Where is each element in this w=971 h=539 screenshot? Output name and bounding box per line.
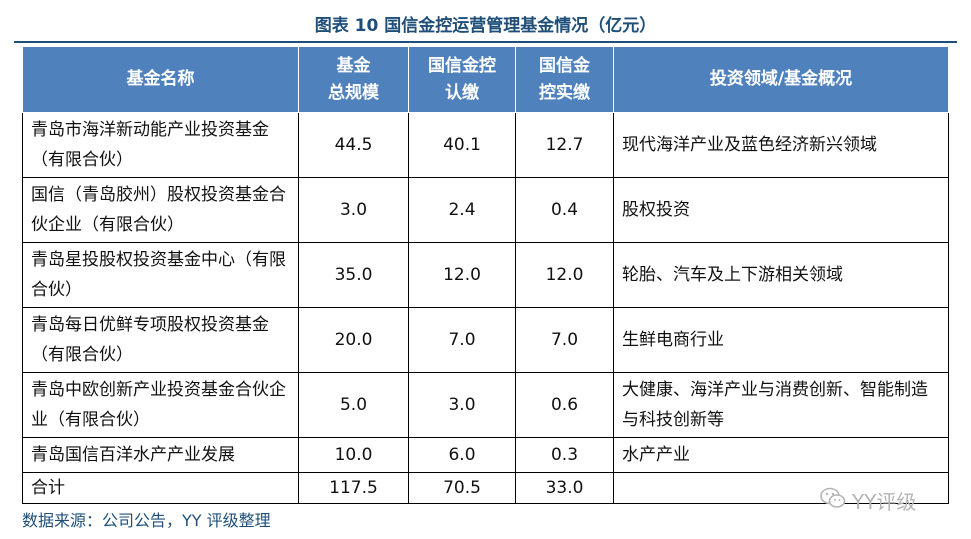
fund-name-cell: 青岛市海洋新动能产业投资基金（有限合伙）	[22, 112, 299, 178]
header-subscribed: 国信金控 认缴	[408, 46, 516, 113]
paid-in-cell: 0.3	[515, 437, 614, 473]
table-total-row: 合计 117.5 70.5 33.0	[22, 472, 949, 504]
total-size-cell: 10.0	[298, 437, 409, 473]
total-size-cell: 3.0	[298, 177, 409, 243]
header-investment-field: 投资领域/基金概况	[613, 46, 949, 113]
total-size-cell: 117.5	[298, 472, 409, 504]
investment-field-cell: 轮胎、汽车及上下游相关领域	[613, 242, 949, 308]
watermark: YY评级	[820, 486, 916, 515]
table-row: 青岛每日优鲜专项股权投资基金（有限合伙） 20.0 7.0 7.0 生鲜电商行业	[22, 307, 949, 373]
wechat-icon	[820, 487, 846, 514]
total-label-cell: 合计	[22, 472, 299, 504]
table-row: 青岛星投股权投资基金中心（有限合伙） 35.0 12.0 12.0 轮胎、汽车及…	[22, 242, 949, 308]
header-fund-name: 基金名称	[22, 46, 299, 113]
table-row: 青岛国信百洋水产产业发展 10.0 6.0 0.3 水产产业	[22, 437, 949, 473]
total-size-cell: 20.0	[298, 307, 409, 373]
header-paid-in: 国信金 控实缴	[515, 46, 614, 113]
watermark-text: YY评级	[852, 490, 917, 514]
paid-in-cell: 0.4	[515, 177, 614, 243]
subscribed-cell: 40.1	[408, 112, 516, 178]
investment-field-cell: 生鲜电商行业	[613, 307, 949, 373]
paid-in-cell: 12.0	[515, 242, 614, 308]
investment-field-cell: 股权投资	[613, 177, 949, 243]
header-total-size: 基金 总规模	[298, 46, 409, 113]
total-size-cell: 35.0	[298, 242, 409, 308]
paid-in-cell: 12.7	[515, 112, 614, 178]
table-row: 青岛市海洋新动能产业投资基金（有限合伙） 44.5 40.1 12.7 现代海洋…	[22, 112, 949, 178]
table-row: 国信（青岛胶州）股权投资基金合伙企业（有限合伙） 3.0 2.4 0.4 股权投…	[22, 177, 949, 243]
investment-field-cell: 水产产业	[613, 437, 949, 473]
fund-name-cell: 国信（青岛胶州）股权投资基金合伙企业（有限合伙）	[22, 177, 299, 243]
investment-field-cell: 现代海洋产业及蓝色经济新兴领域	[613, 112, 949, 178]
table-header-row: 基金名称 基金 总规模 国信金控 认缴 国信金 控实缴 投资领域/基金概况	[22, 46, 949, 113]
fund-name-cell: 青岛星投股权投资基金中心（有限合伙）	[22, 242, 299, 308]
investment-field-cell	[613, 472, 949, 504]
subscribed-cell: 12.0	[408, 242, 516, 308]
total-size-cell: 44.5	[298, 112, 409, 178]
figure-title: 图表 10 国信金控运营管理基金情况（亿元）	[314, 16, 657, 36]
data-source-note: 数据来源：公司公告，YY 评级整理	[22, 511, 271, 530]
total-size-cell: 5.0	[298, 372, 409, 438]
paid-in-cell: 0.6	[515, 372, 614, 438]
paid-in-cell: 33.0	[515, 472, 614, 504]
fund-name-cell: 青岛每日优鲜专项股权投资基金（有限合伙）	[22, 307, 299, 373]
subscribed-cell: 2.4	[408, 177, 516, 243]
subscribed-cell: 3.0	[408, 372, 516, 438]
table-row: 青岛中欧创新产业投资基金合伙企业（有限合伙） 5.0 3.0 0.6 大健康、海…	[22, 372, 949, 438]
subscribed-cell: 7.0	[408, 307, 516, 373]
subscribed-cell: 6.0	[408, 437, 516, 473]
subscribed-cell: 70.5	[408, 472, 516, 504]
fund-table: 基金名称 基金 总规模 国信金控 认缴 国信金 控实缴 投资领域/基金概况 青岛市海洋…	[22, 46, 949, 504]
title-rule	[14, 41, 957, 43]
fund-name-cell: 青岛国信百洋水产产业发展	[22, 437, 299, 473]
fund-name-cell: 青岛中欧创新产业投资基金合伙企业（有限合伙）	[22, 372, 299, 438]
investment-field-cell: 大健康、海洋产业与消费创新、智能制造与科技创新等	[613, 372, 949, 438]
paid-in-cell: 7.0	[515, 307, 614, 373]
